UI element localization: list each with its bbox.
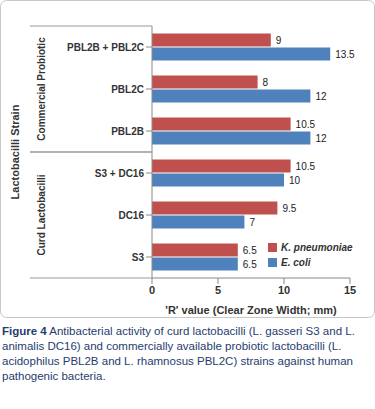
html-text:Figure 4 Antibacterial activit: Figure 4 Antibacterial activity of curd …: [2, 325, 355, 382]
svg-text:Commercial Probiotic: Commercial Probiotic: [36, 37, 47, 141]
svg-text:'R' value (Clear Zone Width; m: 'R' value (Clear Zone Width; mm): [165, 304, 337, 316]
svg-text:S3 + DC16: S3 + DC16: [95, 168, 145, 179]
svg-text:DC16: DC16: [118, 210, 144, 221]
svg-text:6.5: 6.5: [243, 259, 257, 270]
svg-text:PBL2C: PBL2C: [111, 84, 144, 95]
svg-text:PBL2B + PBL2C: PBL2B + PBL2C: [67, 42, 144, 53]
svg-text:S3: S3: [132, 252, 145, 263]
svg-text:7: 7: [249, 217, 255, 228]
svg-text:12: 12: [315, 91, 327, 102]
html-text:K. pneumoniae: K. pneumoniae: [281, 242, 353, 253]
svg-text:10.5: 10.5: [296, 161, 316, 172]
svg-text:15: 15: [344, 284, 356, 296]
svg-text:12: 12: [315, 133, 327, 144]
svg-text:8: 8: [263, 77, 269, 88]
html-text:E. coli: E. coli: [281, 257, 311, 268]
svg-text:6.5: 6.5: [243, 245, 257, 256]
svg-text:Lactobacilli Strain: Lactobacilli Strain: [9, 104, 21, 199]
svg-text:13.5: 13.5: [335, 49, 355, 60]
svg-text:PBL2B: PBL2B: [111, 126, 144, 137]
svg-text:10.5: 10.5: [296, 119, 316, 130]
svg-text:10: 10: [278, 284, 290, 296]
svg-text:Curd Lactobacilli: Curd Lactobacilli: [36, 174, 47, 255]
svg-text:9.5: 9.5: [282, 203, 296, 214]
svg-text:5: 5: [215, 284, 221, 296]
svg-text:10: 10: [289, 175, 301, 186]
svg-text:0: 0: [149, 284, 155, 296]
svg-text:9: 9: [276, 35, 282, 46]
